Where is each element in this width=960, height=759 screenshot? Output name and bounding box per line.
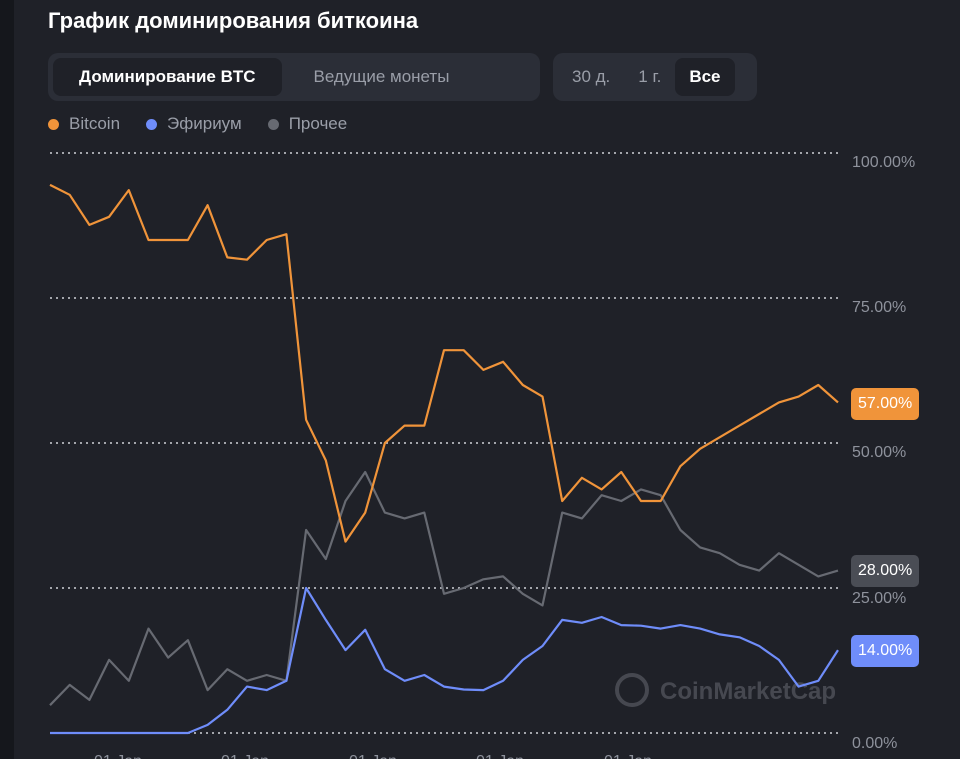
series-line-2	[49, 470, 839, 706]
legend-label: Bitcoin	[69, 114, 121, 133]
legend-label: Эфириум	[167, 114, 242, 133]
coinmarketcap-watermark: CoinMarketCap	[615, 673, 836, 707]
view-tabs: Доминирование BTC Ведущие монеты	[48, 53, 540, 101]
series-line-1	[50, 586, 839, 735]
other-value-badge: 28.00%	[851, 555, 920, 587]
x-tick-label: 01 Jan	[476, 753, 524, 759]
y-tick-label: 25.00%	[852, 590, 907, 607]
range-1y[interactable]: 1 г.	[638, 67, 662, 86]
other-dot-icon	[267, 118, 279, 130]
legend-ethereum[interactable]: Эфириум	[146, 114, 242, 134]
bitcoin-value-badge: 57.00%	[851, 388, 920, 420]
tab-btc-dominance[interactable]: Доминирование BTC	[53, 58, 282, 96]
coinmarketcap-logo-icon	[615, 673, 649, 707]
tab-top-coins[interactable]: Ведущие монеты	[313, 67, 450, 86]
x-tick-label: 01 Jan	[94, 753, 142, 759]
legend-bitcoin[interactable]: Bitcoin	[48, 114, 120, 134]
y-tick-label: 100.00%	[852, 154, 916, 171]
range-30d[interactable]: 30 д.	[572, 67, 611, 86]
page-title: График доминирования биткоина	[48, 8, 419, 33]
ethereum-dot-icon	[146, 118, 158, 130]
left-edge	[0, 0, 14, 759]
range-selector: 30 д. 1 г. Все	[553, 53, 757, 101]
y-tick-label: 75.00%	[852, 299, 907, 316]
watermark-text: CoinMarketCap	[660, 678, 836, 705]
legend-other[interactable]: Прочее	[267, 114, 348, 134]
x-tick-label: 01 Jan	[221, 753, 269, 759]
x-tick-label: 01 Jan	[604, 753, 652, 759]
legend-label: Прочее	[288, 114, 348, 133]
x-tick-label: 01 Jan	[349, 753, 397, 759]
bitcoin-dot-icon	[48, 118, 59, 130]
chart-legend: Bitcoin Эфириум Прочее	[48, 114, 347, 134]
range-all[interactable]: Все	[675, 58, 735, 96]
y-tick-label: 50.00%	[852, 444, 907, 461]
y-tick-label: 0.00%	[852, 735, 898, 752]
ethereum-value-badge: 14.00%	[851, 635, 920, 667]
series-line-0	[49, 183, 839, 543]
